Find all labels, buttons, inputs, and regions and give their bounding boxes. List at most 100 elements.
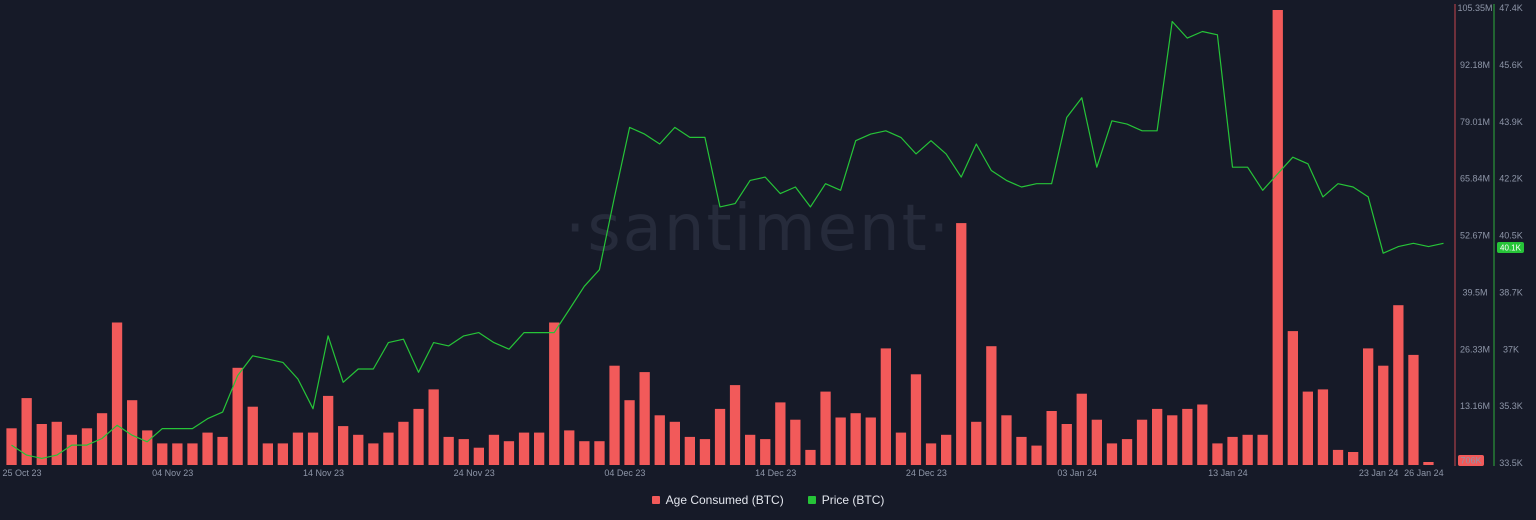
x-tick-1: 04 Nov 23 <box>152 468 193 478</box>
bar-22 <box>338 426 349 465</box>
bar-39 <box>594 441 605 465</box>
bar-5 <box>81 428 93 465</box>
bar-23 <box>353 434 364 465</box>
bar-2 <box>36 424 47 465</box>
bar-31 <box>473 447 484 465</box>
right-tick-3: 42.2K <box>1499 174 1523 184</box>
bar-34 <box>518 432 530 465</box>
right-tick-6: 37K <box>1503 344 1519 354</box>
bar-12 <box>187 443 198 465</box>
bar-94 <box>1423 462 1434 465</box>
right-tick-1: 45.6K <box>1499 60 1523 70</box>
bar-74 <box>1121 439 1133 465</box>
left-tick-2: 79.01M <box>1460 117 1490 127</box>
x-tick-9: 23 Jan 24 <box>1359 468 1399 478</box>
bar-53 <box>805 449 816 465</box>
bar-26 <box>398 421 409 465</box>
left-tick-5: 39.5M <box>1462 287 1487 297</box>
watermark: ·santiment· <box>565 192 951 266</box>
bar-series-age-consumed <box>6 10 1434 465</box>
bar-64 <box>971 421 982 465</box>
x-tick-4: 04 Dec 23 <box>604 468 645 478</box>
bar-18 <box>277 443 288 465</box>
bar-40 <box>609 365 620 465</box>
bar-28 <box>428 389 439 465</box>
right-axis-ticks: 47.4K 45.6K 43.9K 42.2K 40.5K 38.7K 37K 35.3K 33… <box>1499 3 1523 468</box>
bar-13 <box>202 432 213 465</box>
bar-91 <box>1378 365 1389 465</box>
left-tick-4: 52.67M <box>1460 231 1490 241</box>
bar-69 <box>1046 411 1057 465</box>
x-tick-7: 03 Jan 24 <box>1057 468 1097 478</box>
price-last-value-badge: 40.1K <box>1497 242 1524 253</box>
bar-76 <box>1152 408 1163 465</box>
bar-70 <box>1061 424 1072 465</box>
bar-3 <box>51 421 62 465</box>
legend-label-price: Price (BTC) <box>821 493 885 507</box>
bar-30 <box>458 439 469 465</box>
bar-80 <box>1212 443 1223 465</box>
bar-62 <box>941 434 952 465</box>
bar-46 <box>699 439 711 465</box>
bar-20 <box>307 432 319 465</box>
bar-78 <box>1182 408 1193 465</box>
bar-48 <box>729 385 741 465</box>
bar-83 <box>1257 434 1268 465</box>
bar-55 <box>835 417 846 465</box>
bar-54 <box>820 391 831 465</box>
bar-90 <box>1363 348 1374 465</box>
bar-65 <box>986 346 997 465</box>
x-tick-5: 14 Dec 23 <box>755 468 796 478</box>
bar-21 <box>323 395 334 465</box>
bar-1 <box>21 398 32 465</box>
bar-56 <box>850 413 861 465</box>
bar-89 <box>1348 452 1359 465</box>
bar-37 <box>564 430 575 465</box>
bar-57 <box>865 417 876 465</box>
line-series-price <box>11 20 1444 459</box>
bar-81 <box>1227 436 1238 465</box>
bar-29 <box>443 436 454 465</box>
bar-52 <box>790 419 801 465</box>
bar-35 <box>534 432 545 465</box>
x-tick-0: 25 Oct 23 <box>2 468 41 478</box>
bar-24 <box>368 443 379 465</box>
bar-25 <box>383 432 394 465</box>
bar-36 <box>549 322 560 465</box>
bar-4 <box>66 434 77 465</box>
bar-59 <box>895 432 907 465</box>
bar-79 <box>1197 404 1208 465</box>
price-last-value: 40.1K <box>1500 244 1522 253</box>
bar-75 <box>1136 419 1148 465</box>
bar-85 <box>1287 331 1298 465</box>
bar-last-value-badge <box>1458 455 1484 466</box>
bar-32 <box>488 434 500 465</box>
left-tick-0: 105.35M <box>1457 3 1492 13</box>
legend-item-age-consumed[interactable]: Age Consumed (BTC) <box>651 493 784 507</box>
legend-item-price[interactable]: Price (BTC) <box>807 493 885 507</box>
bar-45 <box>684 436 695 465</box>
bar-58 <box>880 348 891 465</box>
bar-93 <box>1408 354 1419 465</box>
x-axis-ticks: 25 Oct 23 04 Nov 23 14 Nov 23 24 Nov 23 04 D… <box>2 468 1443 478</box>
left-tick-7: 13.16M <box>1460 401 1490 411</box>
bar-72 <box>1091 419 1102 465</box>
bar-11 <box>172 443 183 465</box>
bar-82 <box>1242 434 1253 465</box>
bar-67 <box>1016 436 1027 465</box>
bar-61 <box>925 443 937 465</box>
bar-63 <box>956 223 967 465</box>
bar-42 <box>639 372 650 465</box>
bar-38 <box>579 441 590 465</box>
bar-60 <box>910 374 922 465</box>
bar-71 <box>1076 393 1087 465</box>
bar-68 <box>1031 445 1042 465</box>
right-tick-8: 33.5K <box>1499 458 1523 468</box>
left-tick-3: 65.84M <box>1460 174 1490 184</box>
right-tick-4: 40.5K <box>1499 231 1523 241</box>
bar-33 <box>503 441 515 465</box>
bar-86 <box>1302 391 1313 465</box>
right-tick-2: 43.9K <box>1499 117 1523 127</box>
bar-9 <box>142 430 153 465</box>
